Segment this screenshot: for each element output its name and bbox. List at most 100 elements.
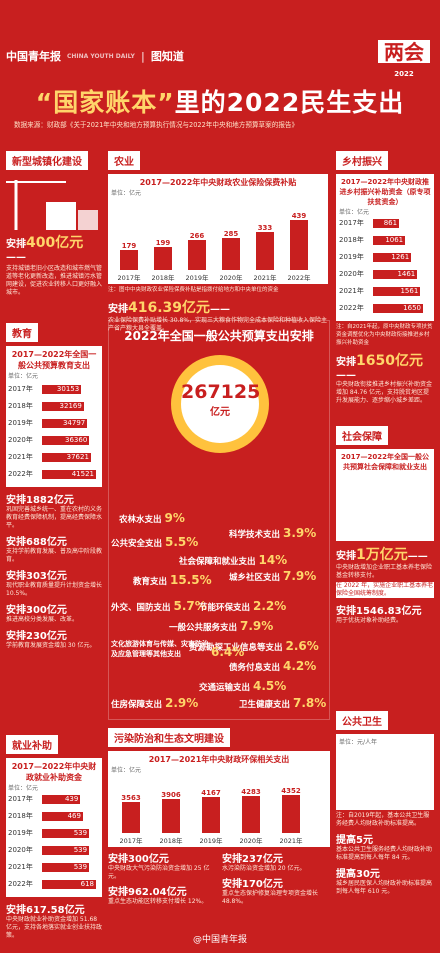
edu-section: 教育 2017—2022年全国一般公共预算教育支出 单位：亿元 2017年 301… [6,322,102,650]
edu-bars: 2017年 30153 2018年 32169 2019年 34797 2020年 36360… [8,382,100,481]
data-label: 266 [189,231,205,240]
bar-row: 2017年 861 [339,216,431,230]
bar [122,801,140,833]
header: 中国青年报 CHINA YOUTH DAILY | 图知道 两会 2022 [0,0,440,85]
bar-col: 439 2022年 [286,212,312,282]
social-a1: 安排1万亿元—— [336,547,428,563]
bar: 1061 [373,235,406,245]
tick-label: 2021年 [339,287,364,295]
bar: 37621 [42,452,91,462]
bar: 618 [42,879,96,889]
bar: 1261 [373,252,412,262]
social-chart-title: 2017—2022年全国一般公共预算社会保障和就业支出 [341,453,429,471]
bar-col: 179 2017年 [116,242,142,282]
data-label: 3906 [161,790,181,799]
bar-col: 4167 2019年 [198,789,224,845]
center-heading: 2022年全国一般公共预算支出安排 [124,329,314,343]
page-title: “国家账本”里的2022民生支出 [0,83,440,119]
tick-label: 2017年 [8,795,33,803]
employ-heading: 就业补助 [6,735,58,754]
bar: 539 [42,828,90,838]
rural-section: 乡村振兴 2017—2022年中央财政推进乡村振兴补助资金（原专项扶贫资金） 单… [336,150,434,405]
bar-row: 2022年 41521 [8,467,100,481]
tick-label: 2020年 [8,846,33,854]
bar-col: 285 2020年 [218,230,244,282]
edu-a5: 安排230亿元 [6,631,67,642]
health-t1: 注：自2019年起，基本公共卫生服务经费人均财政补助标准提高。 [336,812,430,827]
title-rest: 里的2022民生支出 [174,88,405,117]
health-t2: 城乡居民医保人均财政补助标准提高到每人每年 610 元。 [336,880,433,895]
lianghui-badge: 两会 2022 [378,40,430,85]
social-a2: 安排1546.83亿元 [336,606,422,617]
health-a1: 提高5元 [336,835,373,846]
agri-chart: 2017—2022年中央财政农业保险保费补贴 单位：亿元 179 2017年 199… [108,174,328,284]
agri-heading: 农业 [108,151,140,170]
bar: 539 [42,862,90,872]
category-item: 科学技术支出 3.9% [229,526,316,540]
bar: 36360 [42,435,90,445]
tick-label: 2022年 [339,304,364,312]
data-label: 4352 [281,787,301,795]
category-label: 公共安全支出 [111,539,165,549]
rural-unit: 单位：亿元 [339,209,370,216]
category-label: 文化旅游体育与传媒、灾害防治及应急管理等其他支出 [111,640,209,658]
category-item: 资源勘探工业信息等支出 2.6% [189,639,319,653]
category-item: 教育支出 15.5% [133,573,212,587]
employ-chart: 2017—2022年中央财政就业补助资金 单位：亿元 2017年 439 2018年… [6,758,102,897]
category-label: 交通运输支出 [199,683,253,693]
total-value: 267125 [181,381,261,403]
data-label: 439 [291,212,307,220]
category-label: 住房保障支出 [111,700,165,710]
tick-label: 2021年 [279,837,303,845]
category-pct: 2.9% [164,696,199,710]
edu-t5: 学前教育发展资金增加 30 亿元。 [6,642,96,649]
employ-bars: 2017年 439 2018年 469 2019年 539 2020年 539 2021年 539… [8,792,100,891]
pollution-t1: 中央财政大气污染防治资金增加 25 亿元。 [108,865,210,880]
health-unit: 单位：元/人年 [339,739,378,746]
category-pct: 7.9% [239,619,274,633]
category-item: 城乡社区支出 7.9% [229,569,316,583]
health-t1b: 基本公共卫生服务经费人均财政补助标准提高到每人每年 84 元。 [336,846,433,861]
pollution-heading: 污染防治和生态文明建设 [108,728,230,747]
category-label: 教育支出 [133,577,170,587]
edu-a2: 安排688亿元 [6,537,67,548]
tick-label: 2019年 [339,253,364,261]
category-label: 城乡社区支出 [229,573,283,583]
title-quote: “国家账本” [35,88,175,117]
bar-row: 2019年 539 [8,826,100,840]
pollution-a1: 安排300亿元 [108,854,169,865]
category-pct: 7.8% [292,696,327,710]
bar-col: 266 2019年 [184,231,210,282]
bar [188,239,206,270]
bar [256,232,274,270]
footer-credit: @中国青年报 [192,935,247,945]
pollution-bars: 3563 2017年 3906 2018年 4167 2019年 4283 2020年 4352… [118,773,304,845]
social-t1: 中央财政增加企业职工基本养老保险基金转移支付。 [336,564,433,579]
edu-heading: 教育 [6,323,38,342]
logo-cyd-en: CHINA YOUTH DAILY [67,52,135,60]
logo-bar: 中国青年报 CHINA YOUTH DAILY | 图知道 [6,48,184,64]
urban-section: 新型城镇化建设 安排400亿元—— 支持城镇老旧小区改造和城市燃气管道等老化更新… [6,150,102,297]
logo-tuzhidao: 图知道 [150,50,184,63]
bar: 861 [373,218,400,228]
edu-t2: 支持学前教育发展、普及高中阶段教育。 [6,548,103,563]
tick-label: 2021年 [8,863,33,871]
category-pct: 7.9% [282,569,317,583]
bar-col: 3563 2017年 [118,794,144,845]
tick-label: 2022年 [8,880,33,888]
bar [222,237,240,270]
bar-row: 2018年 1061 [339,233,431,247]
category-label: 科学技术支出 [229,530,283,540]
bar-row: 2022年 618 [8,877,100,891]
agri-unit: 单位：亿元 [111,190,142,197]
employ-unit: 单位：亿元 [8,785,39,792]
bar-row: 2018年 469 [8,809,100,823]
agri-note: 注：图中中央财政农业保险保费补贴是指拨付给地方和中央单位的资金 [108,287,279,293]
urban-text: 支持城镇老旧小区改造和城市燃气管道等老化更新改造，推进城镇污水管网建设，促进农业… [6,265,103,296]
bar [162,798,180,833]
tick-label: 2017年 [117,274,141,282]
bar: 41521 [42,469,96,479]
bar-col: 333 2021年 [252,224,278,282]
category-pct: 9% [164,511,185,525]
category-pct: 6.4% [211,645,245,659]
